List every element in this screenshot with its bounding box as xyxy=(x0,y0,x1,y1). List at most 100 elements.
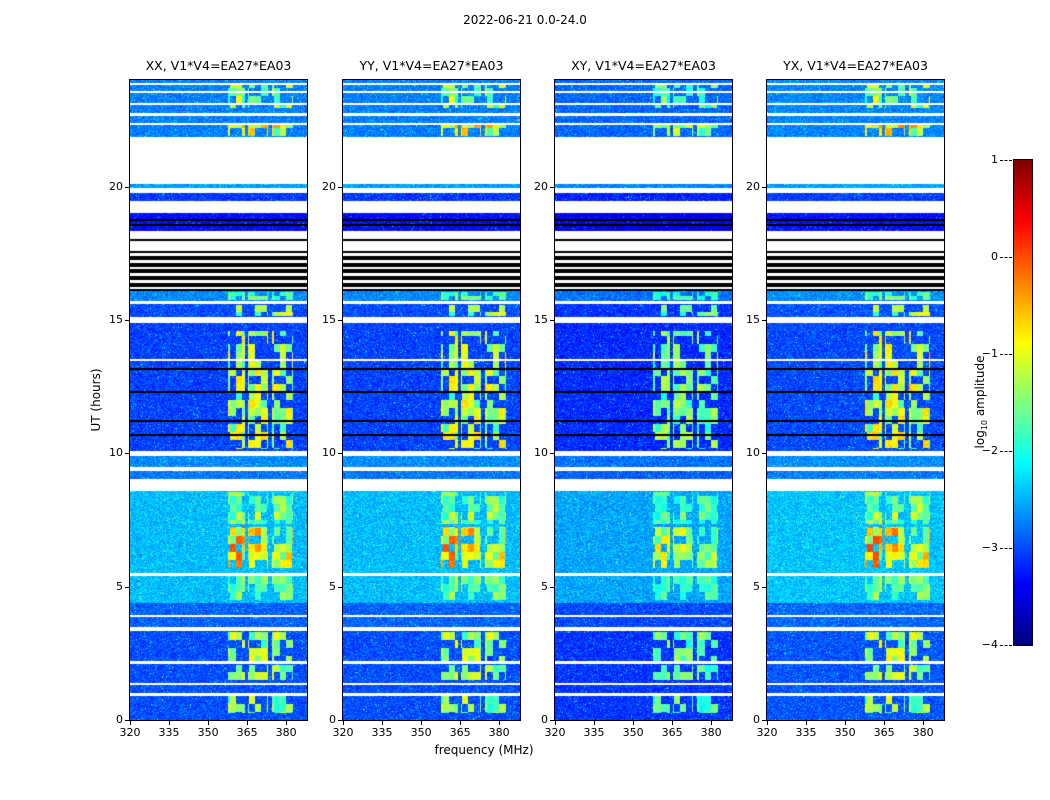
colorbar-label-suffix: amplitude xyxy=(972,355,987,420)
x-tick-label: 350 xyxy=(410,726,432,739)
y-tick-label: 5 xyxy=(541,579,548,593)
x-tick-label: 365 xyxy=(873,726,895,739)
y-tick-label: 15 xyxy=(322,313,336,326)
x-tick-mark xyxy=(806,721,808,725)
spectrogram-panel-xx: XX, V1*V4=EA27*EA03 xyxy=(129,58,308,721)
x-tick-mark xyxy=(130,721,131,725)
y-tick-mark xyxy=(762,186,766,188)
y-tick-mark xyxy=(338,186,342,188)
y-tick-mark xyxy=(125,720,129,721)
x-tick-label: 350 xyxy=(622,726,644,739)
y-tick-label: 15 xyxy=(534,313,548,326)
y-tick-mark xyxy=(125,586,129,588)
x-tick-label: 365 xyxy=(449,726,471,739)
y-tick-mark xyxy=(550,586,554,588)
x-tick-label: 335 xyxy=(583,726,605,739)
spectrogram-panel-yy: YY, V1*V4=EA27*EA03 xyxy=(342,58,521,721)
y-tick-label: 10 xyxy=(534,446,548,460)
x-tick-mark xyxy=(555,721,556,725)
x-tick-mark xyxy=(460,721,462,725)
x-tick-mark xyxy=(499,721,501,725)
y-tick-mark xyxy=(125,320,129,321)
panel-title-yx: YX, V1*V4=EA27*EA03 xyxy=(783,58,928,73)
x-tick-mark xyxy=(845,721,847,725)
y-tick-label: 10 xyxy=(746,446,760,460)
spectrogram-panel-yx: YX, V1*V4=EA27*EA03 xyxy=(766,58,945,721)
x-tick-label: 335 xyxy=(795,726,817,739)
spectrogram-canvas-xx xyxy=(130,80,307,720)
colorbar-label-sub: 10 xyxy=(980,419,990,431)
y-tick-label: 0 xyxy=(541,713,548,726)
x-tick-label: 320 xyxy=(332,726,354,739)
x-tick-label: 365 xyxy=(661,726,683,739)
y-tick-label: 0 xyxy=(753,713,760,726)
x-tick-label: 380 xyxy=(700,726,722,739)
panel-title-xx: XX, V1*V4=EA27*EA03 xyxy=(145,58,292,73)
colorbar-tick-dash xyxy=(1000,354,1012,355)
y-tick-label: 15 xyxy=(109,313,123,326)
y-tick-label: 20 xyxy=(109,179,123,193)
y-tick-label: 5 xyxy=(329,579,336,593)
x-tick-label: 380 xyxy=(912,726,934,739)
x-tick-label: 380 xyxy=(275,726,297,739)
spectrogram-canvas-yy xyxy=(343,80,520,720)
y-tick-label: 10 xyxy=(109,446,123,460)
x-tick-label: 335 xyxy=(158,726,180,739)
x-tick-label: 320 xyxy=(119,726,141,739)
y-tick-mark xyxy=(125,186,129,188)
y-tick-mark xyxy=(125,453,129,455)
spectrogram-canvas-yx xyxy=(767,80,944,720)
colorbar-tick-label: −3 xyxy=(981,541,998,554)
y-tick-mark xyxy=(762,720,766,721)
colorbar xyxy=(1013,159,1033,646)
x-tick-mark xyxy=(767,721,768,725)
y-tick-label: 5 xyxy=(116,579,123,593)
colorbar-label: log10 amplitude xyxy=(973,356,989,449)
y-tick-label: 15 xyxy=(746,313,760,326)
y-tick-label: 20 xyxy=(534,179,548,193)
colorbar-tick-dash xyxy=(1000,451,1012,452)
y-tick-mark xyxy=(762,586,766,588)
x-tick-mark xyxy=(382,721,384,725)
y-tick-mark xyxy=(338,453,342,455)
x-tick-mark xyxy=(286,721,288,725)
x-tick-mark xyxy=(247,721,249,725)
x-tick-mark xyxy=(884,721,886,725)
y-tick-label: 0 xyxy=(329,713,336,726)
x-tick-label: 335 xyxy=(371,726,393,739)
y-tick-mark xyxy=(550,453,554,455)
x-tick-label: 320 xyxy=(756,726,778,739)
colorbar-tick-label: −2 xyxy=(981,444,998,457)
colorbar-gradient xyxy=(1014,160,1032,645)
panel-title-yy: YY, V1*V4=EA27*EA03 xyxy=(359,58,504,73)
figure-title: 2022-06-21 0.0-24.0 xyxy=(463,13,587,27)
x-tick-mark xyxy=(169,721,171,725)
x-tick-label: 350 xyxy=(197,726,219,739)
x-tick-mark xyxy=(421,721,423,725)
colorbar-tick-label: 1 xyxy=(991,153,998,166)
x-tick-mark xyxy=(672,721,674,725)
x-tick-label: 320 xyxy=(544,726,566,739)
panel-title-xy: XY, V1*V4=EA27*EA03 xyxy=(571,58,716,73)
x-tick-mark xyxy=(711,721,713,725)
colorbar-tick-dash xyxy=(1000,257,1012,258)
x-tick-mark xyxy=(343,721,344,725)
x-tick-label: 380 xyxy=(488,726,510,739)
y-tick-mark xyxy=(338,320,342,321)
colorbar-tick-label: −4 xyxy=(981,638,998,651)
spectrogram-panel-xy: XY, V1*V4=EA27*EA03 xyxy=(554,58,733,721)
x-tick-mark xyxy=(594,721,596,725)
colorbar-tick-label: 0 xyxy=(991,250,998,263)
colorbar-tick-dash xyxy=(1000,645,1012,646)
x-axis-label: frequency (MHz) xyxy=(434,743,534,757)
x-tick-label: 350 xyxy=(834,726,856,739)
y-tick-label: 5 xyxy=(753,579,760,593)
colorbar-tick-dash xyxy=(1000,548,1012,549)
y-tick-mark xyxy=(550,720,554,721)
y-tick-mark xyxy=(550,320,554,321)
y-tick-label: 20 xyxy=(322,179,336,193)
y-tick-mark xyxy=(338,586,342,588)
y-tick-mark xyxy=(762,453,766,455)
y-axis-label: UT (hours) xyxy=(89,368,103,432)
